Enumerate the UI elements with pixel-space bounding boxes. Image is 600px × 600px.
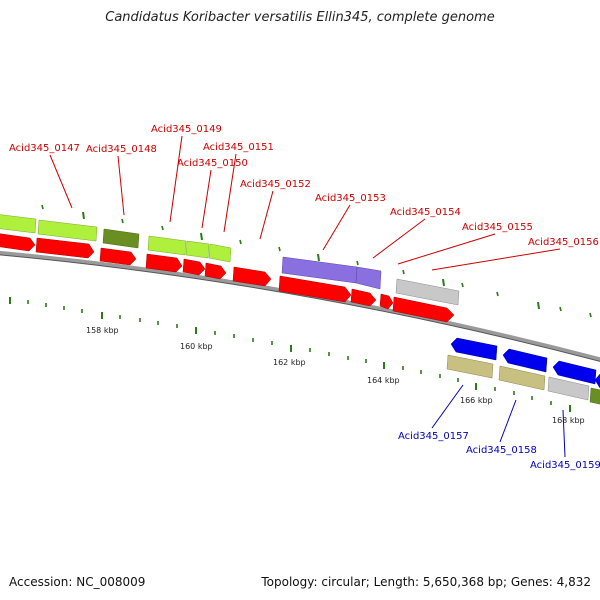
gene-block[interactable] [208,243,232,263]
gene-label[interactable]: Acid345_0147 [9,143,80,154]
gene-track-upper [0,214,460,306]
gene-label[interactable]: Acid345_0157 [398,431,469,442]
scale-label: 164 kbp [367,376,400,385]
tick-mark [82,211,85,220]
leader-line [169,135,183,223]
cds-track-forward [0,233,455,323]
leader-line [372,218,426,259]
tick-mark [200,232,203,241]
tick-mark [161,225,164,231]
cds-arrow-reverse[interactable] [450,337,498,361]
gene-labels: Acid345_0147 Acid345_0148 Acid345_0149 Acid… [9,124,600,471]
gene-block[interactable] [185,240,210,259]
tick-mark [496,291,499,297]
gene-block[interactable] [37,219,98,242]
tick-mark [317,253,320,262]
tick-marks-inner [9,297,571,412]
tick-mark [41,204,44,210]
scale-label: 162 kbp [273,358,306,367]
gene-label[interactable]: Acid345_0155 [462,222,533,233]
cds-arrow[interactable] [278,275,352,303]
tick-mark [461,282,464,288]
gene-label[interactable]: Acid345_0150 [177,158,248,169]
gene-block[interactable] [589,387,600,406]
gene-label[interactable]: Acid345_0154 [390,207,461,218]
cds-arrow[interactable] [182,258,206,276]
tick-marks-outer [41,204,592,318]
scale-label: 160 kbp [180,342,213,351]
tick-mark [278,246,281,252]
cds-arrow[interactable] [392,296,455,323]
topology-summary: Topology: circular; Length: 5,650,368 bp… [261,575,591,589]
leader-line [431,384,464,429]
leader-line [49,154,73,209]
scale-label: 166 kbp [460,396,493,405]
gene-label[interactable]: Acid345_0156 [528,237,599,248]
cds-arrow[interactable] [0,233,36,252]
gene-label[interactable]: Acid345_0149 [151,124,222,135]
scale-label: 158 kbp [86,326,119,335]
leader-line [562,409,566,458]
cds-track-reverse [450,337,600,391]
tick-mark [402,269,405,275]
tick-mark [589,312,592,318]
gene-label[interactable]: Acid345_0153 [315,193,386,204]
leader-line [223,153,237,233]
cds-arrow-reverse[interactable] [594,373,600,391]
scale-labels: 158 kbp 160 kbp 162 kbp 164 kbp 166 kbp 168 k… [86,326,585,425]
gene-block[interactable] [147,235,187,256]
tick-mark [356,260,359,266]
cds-arrow[interactable] [145,253,183,273]
gene-label[interactable]: Acid345_0152 [240,179,311,190]
cds-arrow[interactable] [350,288,377,307]
gene-block[interactable] [498,365,546,391]
leader-line [431,248,561,271]
gene-block[interactable] [0,214,37,234]
cds-arrow[interactable] [99,247,137,266]
gene-block[interactable] [102,228,140,249]
gene-label[interactable]: Acid345_0159 [530,460,600,471]
gene-label[interactable]: Acid345_0151 [203,142,274,153]
gene-label[interactable]: Acid345_0158 [466,445,537,456]
tick-mark [559,306,562,312]
cds-arrow[interactable] [35,237,95,259]
gene-block[interactable] [395,278,460,306]
leader-line [397,233,496,265]
gene-label[interactable]: Acid345_0148 [86,144,157,155]
leader-line [499,399,517,443]
leader-line [322,204,351,251]
tick-mark [239,239,242,245]
cds-arrow[interactable] [232,266,272,287]
label-leader-lines [49,135,566,458]
cds-arrow[interactable] [379,293,394,310]
gene-track-lower [446,354,600,406]
scale-label: 168 kbp [552,416,585,425]
gene-block[interactable] [446,354,494,379]
gene-block[interactable] [547,376,590,401]
cds-arrow-reverse[interactable] [502,348,548,373]
tick-mark [442,278,445,287]
leader-line [201,169,212,229]
accession-text: Accession: NC_008009 [9,575,146,589]
cds-arrow[interactable] [204,262,227,280]
leader-line [259,190,274,240]
genome-backbone-shadow [0,254,600,362]
map-title: Candidatus Koribacter versatilis Ellin34… [105,10,495,25]
gene-block[interactable] [355,266,382,290]
leader-line [117,155,125,216]
tick-mark [537,301,540,310]
cds-arrow-reverse[interactable] [552,360,597,385]
tick-mark [121,218,124,224]
